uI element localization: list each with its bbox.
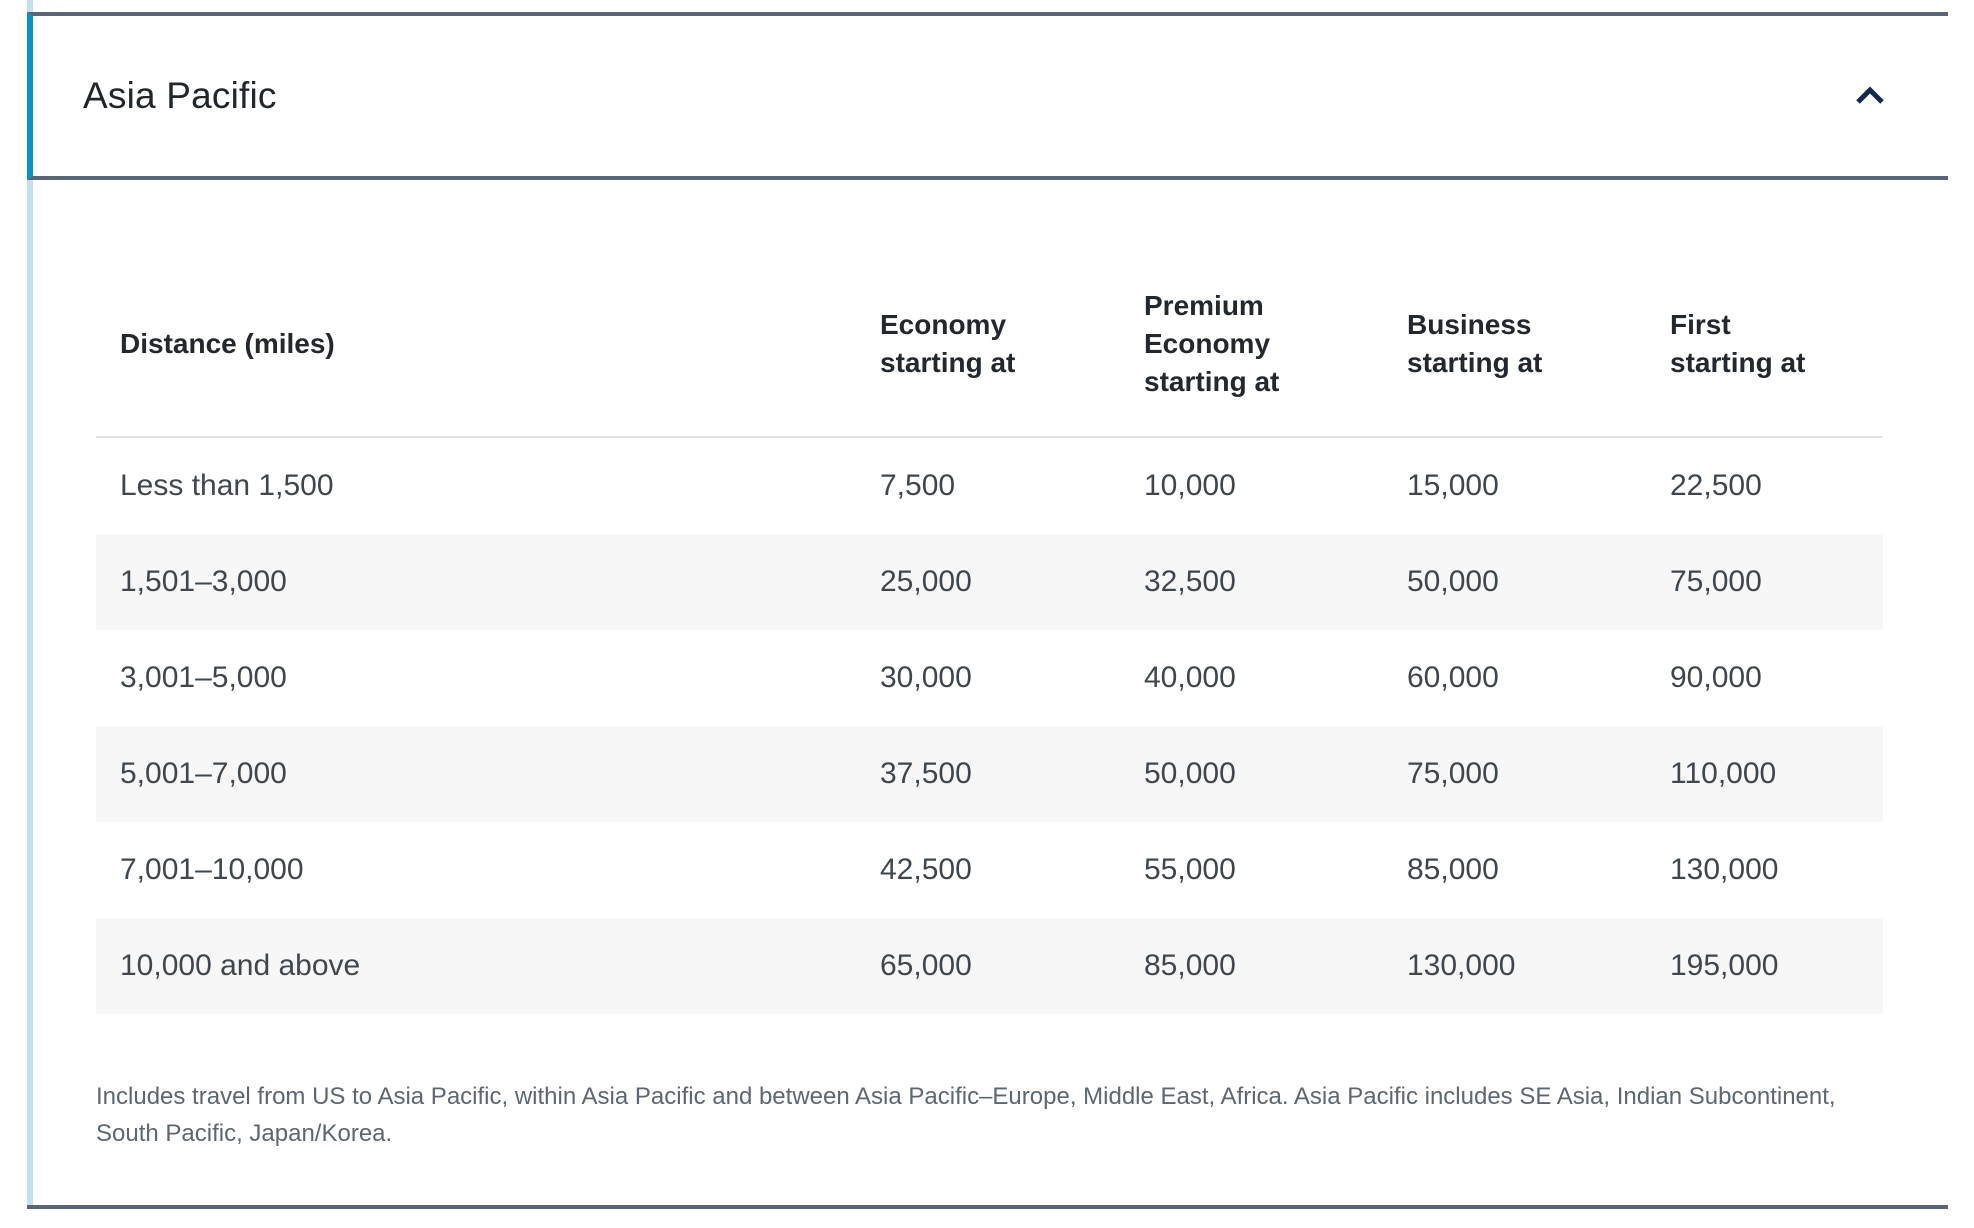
section-left-accent-bar [27,180,33,1205]
column-header-premium-economy: Premium Economy starting at [1144,290,1280,397]
cell-economy: 42,500 [880,853,972,886]
collapse-section-button[interactable] [1852,78,1888,114]
cell-first: 75,000 [1670,565,1762,598]
section-title: Asia Pacific [83,75,277,116]
cell-distance: 5,001–7,000 [120,757,287,790]
region-footnote: Includes travel from US to Asia Pacific,… [96,1083,1836,1147]
cell-distance: 3,001–5,000 [120,661,287,694]
cell-business: 130,000 [1407,949,1516,982]
column-header-first: First starting at [1670,309,1806,378]
cell-business: 85,000 [1407,853,1499,886]
column-header-business: Business starting at [1407,309,1543,378]
cell-premium-economy: 55,000 [1144,853,1236,886]
cell-distance: Less than 1,500 [120,469,334,502]
cell-economy: 7,500 [880,469,956,502]
cell-premium-economy: 10,000 [1144,469,1236,502]
column-header-economy: Economy starting at [880,309,1016,378]
cell-economy: 25,000 [880,565,972,598]
cell-premium-economy: 32,500 [1144,565,1236,598]
cell-first: 22,500 [1670,469,1762,502]
accordion-header-asia-pacific[interactable]: Asia Pacific [27,12,1948,180]
cell-premium-economy: 85,000 [1144,949,1236,982]
table-row: 5,001–7,000 37,500 50,000 75,000 110,000 [96,726,1883,822]
table-row: 3,001–5,000 30,000 40,000 60,000 90,000 [96,630,1883,726]
cell-premium-economy: 40,000 [1144,661,1236,694]
section-body: Distance (miles) Economy starting at Pre… [96,180,1883,1014]
cell-economy: 30,000 [880,661,972,694]
table-row: 10,000 and above 65,000 85,000 130,000 1… [96,918,1883,1014]
previous-section-accent-bar [27,0,33,12]
cell-business: 50,000 [1407,565,1499,598]
cell-business: 15,000 [1407,469,1499,502]
chevron-up-icon [1855,86,1885,106]
table-row: Less than 1,500 7,500 10,000 15,000 22,5… [96,438,1883,534]
cell-first: 110,000 [1670,757,1777,790]
table-header-row: Distance (miles) Economy starting at Pre… [96,252,1883,438]
table-row: 7,001–10,000 42,500 55,000 85,000 130,00… [96,822,1883,918]
cell-premium-economy: 50,000 [1144,757,1236,790]
cell-economy: 37,500 [880,757,972,790]
cell-first: 195,000 [1670,949,1779,982]
cell-business: 75,000 [1407,757,1499,790]
section-bottom-border [27,1205,1948,1209]
column-header-distance: Distance (miles) [120,328,335,359]
cell-first: 90,000 [1670,661,1762,694]
cell-business: 60,000 [1407,661,1499,694]
cell-economy: 65,000 [880,949,972,982]
table-body: Less than 1,500 7,500 10,000 15,000 22,5… [96,438,1883,1014]
table-row: 1,501–3,000 25,000 32,500 50,000 75,000 [96,534,1883,630]
cell-distance: 10,000 and above [120,949,361,982]
cell-distance: 1,501–3,000 [120,565,287,598]
award-chart-table: Distance (miles) Economy starting at Pre… [96,252,1883,1014]
cell-distance: 7,001–10,000 [120,853,304,886]
cell-first: 130,000 [1670,853,1779,886]
